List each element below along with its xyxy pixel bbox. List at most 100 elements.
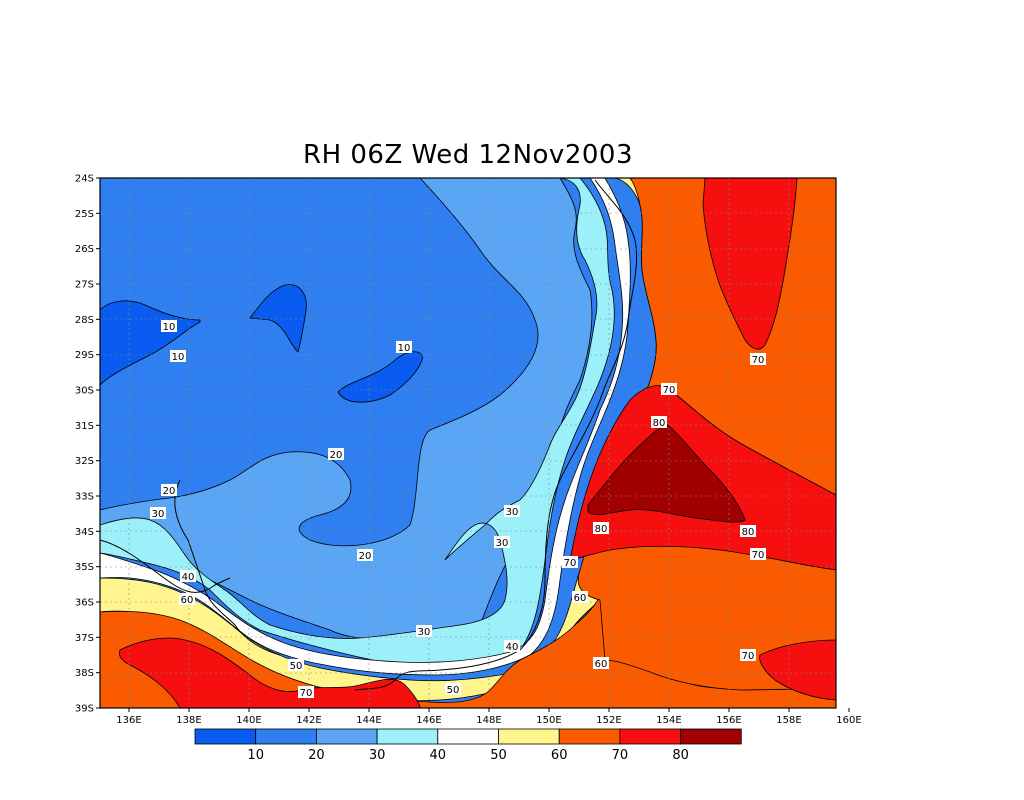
colorbar-label: 20 <box>308 748 325 763</box>
contour-label-text: 50 <box>447 685 460 696</box>
contour-label-bg <box>357 549 373 561</box>
y-tick-label: 24S <box>75 174 94 185</box>
contour-label: 70 <box>661 383 677 396</box>
y-tick-label: 35S <box>75 562 94 573</box>
contour-label-text: 10 <box>398 343 411 354</box>
x-tick-label: 142E <box>296 715 321 726</box>
contour-label-bg <box>298 686 314 698</box>
contour-labels: 10 10 10 20 20 20 30 30 30 30 40 40 50 50 60 60 60 70 70 70… <box>150 320 766 699</box>
y-tick-label: 29S <box>75 350 94 361</box>
contour-label: 20 <box>357 549 373 562</box>
colorbar-label: 40 <box>430 748 447 763</box>
x-tick-label: 138E <box>176 715 201 726</box>
filled-contours <box>100 178 836 708</box>
contour-label-text: 70 <box>663 385 676 396</box>
contour-label: 70 <box>740 649 756 662</box>
contour-label: 20 <box>328 448 344 461</box>
contour-label-bg <box>504 505 520 517</box>
contour-label-text: 70 <box>742 651 755 662</box>
colorbar-label: 70 <box>612 748 629 763</box>
contour-label-text: 80 <box>742 527 755 538</box>
x-tick-label: 154E <box>656 715 681 726</box>
contour-label-bg <box>750 548 766 560</box>
gridlines <box>100 178 836 708</box>
colorbar-label: 50 <box>490 748 507 763</box>
contour-label: 50 <box>445 683 461 696</box>
contour-label-text: 30 <box>152 509 165 520</box>
contour-label-bg <box>179 593 195 605</box>
colorbar-swatch <box>558 728 621 745</box>
x-tick-label: 158E <box>776 715 801 726</box>
y-tick-label: 37S <box>75 633 94 644</box>
contour-label-text: 80 <box>653 418 666 429</box>
x-tick-label: 156E <box>716 715 741 726</box>
colorbar-swatch <box>315 728 378 745</box>
contour-label: 60 <box>179 593 195 606</box>
contour-label-bg <box>150 507 166 519</box>
contour-label-text: 40 <box>182 572 195 583</box>
band-above-80 <box>587 424 746 523</box>
band-70-80-southwest <box>118 637 421 708</box>
contour-label: 30 <box>416 625 432 638</box>
contour-label-text: 70 <box>752 550 765 561</box>
contour-label-bg <box>161 320 177 332</box>
y-axis: 24S 25S 26S 27S 28S 29S 30S 31S 32S 33S 34S 35S 36S 3… <box>75 174 100 715</box>
contour-label: 70 <box>298 686 314 699</box>
contour-label-bg <box>593 522 609 534</box>
contour-label: 70 <box>562 556 578 569</box>
band-below-10-north <box>249 284 307 353</box>
contour-label: 40 <box>504 640 520 653</box>
contour-label-text: 50 <box>290 661 303 672</box>
contour-label-bg <box>445 683 461 695</box>
contour-label: 70 <box>750 353 766 366</box>
contour-label-bg <box>161 484 177 496</box>
band-70-80-southeast <box>759 639 836 701</box>
contour-label-bg <box>494 536 510 548</box>
contour-label-text: 60 <box>574 593 587 604</box>
contour-label-text: 80 <box>595 524 608 535</box>
contour-label: 10 <box>161 320 177 333</box>
contour-label: 20 <box>161 484 177 497</box>
contour-label-text: 60 <box>181 595 194 606</box>
contour-label-text: 30 <box>418 627 431 638</box>
contour-label-text: 10 <box>172 352 185 363</box>
colorbar-swatch <box>680 728 742 745</box>
contour-label-text: 70 <box>564 558 577 569</box>
contour-label-bg <box>593 657 609 669</box>
y-tick-label: 33S <box>75 492 94 503</box>
band-below-10-central <box>337 351 423 403</box>
contour-label-text: 20 <box>163 486 176 497</box>
contour-label-bg <box>740 649 756 661</box>
colorbar: 10 20 30 40 50 60 70 80 <box>194 728 742 763</box>
contour-label-text: 70 <box>300 688 313 699</box>
colorbar-swatch <box>619 728 682 745</box>
contour-label-bg <box>562 556 578 568</box>
contour-label-bg <box>572 591 588 603</box>
x-tick-label: 148E <box>476 715 501 726</box>
contour-label-bg <box>170 350 186 362</box>
y-tick-label: 34S <box>75 527 94 538</box>
contour-label: 60 <box>572 591 588 604</box>
band-20-30 <box>100 178 593 641</box>
contour-label-bg <box>504 640 520 652</box>
contour-label-bg <box>396 341 412 353</box>
colorbar-swatch <box>255 728 317 745</box>
contour-label: 30 <box>504 505 520 518</box>
y-tick-label: 30S <box>75 386 94 397</box>
colorbar-swatch <box>194 728 257 745</box>
band-70-80-northeast <box>702 178 798 350</box>
contour-label-bg <box>328 448 344 460</box>
contour-label-text: 30 <box>496 538 509 549</box>
colorbar-label: 80 <box>672 748 689 763</box>
y-tick-label: 25S <box>75 209 94 220</box>
contour-label: 80 <box>593 522 609 535</box>
y-tick-label: 27S <box>75 280 94 291</box>
x-tick-label: 144E <box>356 715 381 726</box>
y-tick-label: 26S <box>75 244 94 255</box>
x-tick-label: 160E <box>836 715 861 726</box>
colorbar-swatch <box>376 728 439 745</box>
colorbar-label: 60 <box>551 748 568 763</box>
map-title: RH 06Z Wed 12Nov2003 <box>303 140 633 170</box>
contour-label-text: 40 <box>506 642 519 653</box>
